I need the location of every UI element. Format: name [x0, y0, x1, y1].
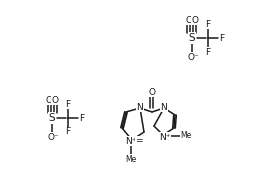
- Text: F: F: [206, 47, 211, 57]
- Text: O: O: [185, 15, 192, 25]
- Text: F: F: [206, 20, 211, 28]
- Text: O⁻: O⁻: [187, 52, 199, 62]
- Text: N⁺: N⁺: [159, 132, 171, 142]
- Text: S: S: [189, 33, 195, 43]
- Text: Me: Me: [180, 132, 192, 140]
- Text: F: F: [80, 113, 85, 123]
- Text: O: O: [148, 87, 155, 97]
- Text: S: S: [49, 113, 55, 123]
- Text: N⁺: N⁺: [125, 137, 137, 145]
- Text: O: O: [46, 95, 53, 105]
- Text: O⁻: O⁻: [47, 132, 59, 142]
- Text: O: O: [52, 95, 59, 105]
- Text: N: N: [161, 102, 167, 111]
- Text: F: F: [66, 100, 71, 108]
- Text: O: O: [192, 15, 199, 25]
- Text: F: F: [220, 33, 225, 42]
- Text: F: F: [66, 127, 71, 137]
- Text: N: N: [137, 102, 143, 111]
- Text: Me: Me: [125, 155, 137, 163]
- Text: =: =: [135, 137, 143, 145]
